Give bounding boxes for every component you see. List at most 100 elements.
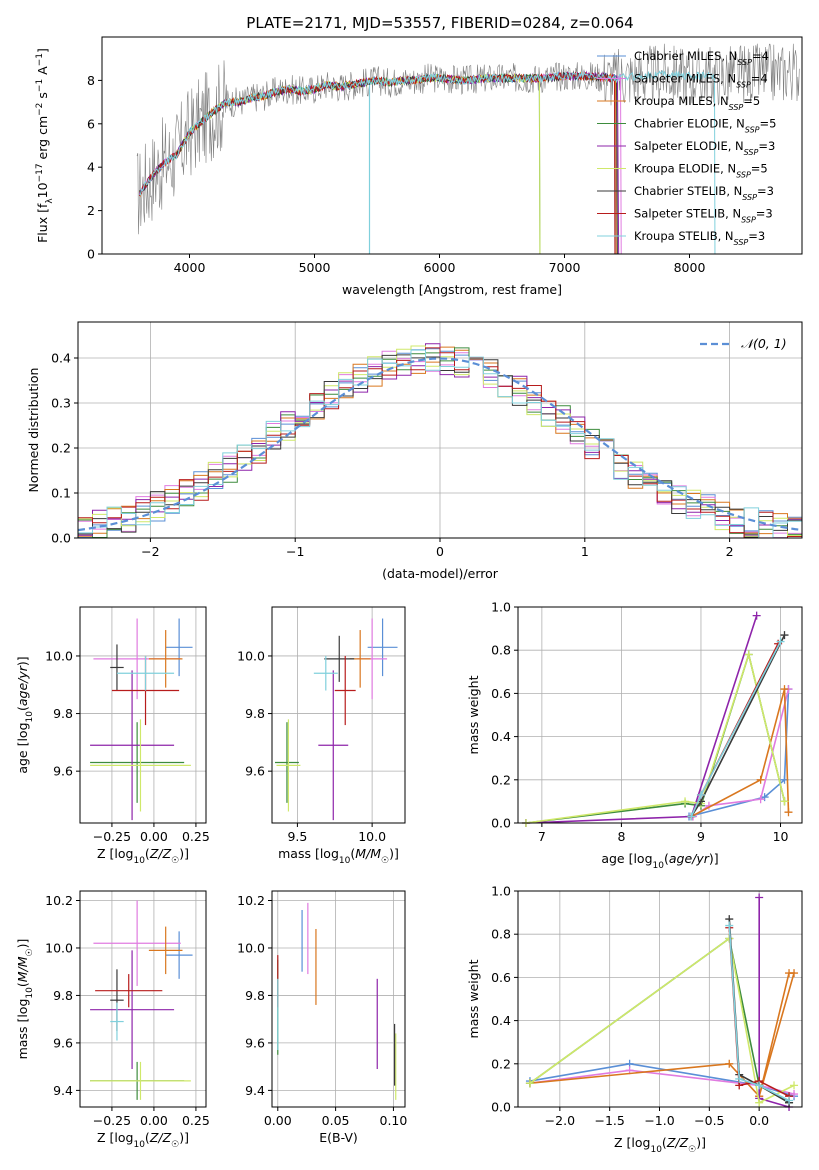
weight-marker-kroupa_miles — [790, 969, 799, 978]
x-axis-label: wavelength [Angstrom, rest frame] — [342, 282, 562, 297]
y-tick-label: 0.0 — [491, 1100, 511, 1115]
histogram-kroupa_stelib — [78, 349, 802, 538]
y-axis-label: Normed distribution — [26, 368, 41, 493]
x-tick-label: 6000 — [424, 260, 456, 275]
x-tick-label: −0.25 — [93, 1113, 131, 1128]
weight-marker-kroupa_stelib — [785, 1096, 794, 1105]
histogram-chabrier_stelib — [78, 354, 802, 538]
weight-marker-salpeter_miles — [790, 1090, 799, 1099]
weight-marker-kroupa_elodie — [790, 1081, 799, 1090]
residual-plot-area — [78, 343, 802, 538]
x-tick-label: 0 — [436, 544, 444, 559]
y-tick-label: 0 — [87, 247, 95, 262]
legend-label-chabrier_elodie: Chabrier ELODIE, NSSP=5 — [634, 117, 776, 135]
x-tick-label: −0.5 — [694, 1113, 724, 1128]
legend-label-salpeter_elodie: Salpeter ELODIE, NSSP=3 — [634, 139, 775, 157]
y-tick-label: 9.6 — [245, 764, 265, 779]
y-tick-label: 9.6 — [53, 764, 73, 779]
y-tick-label: 1.0 — [491, 884, 511, 899]
y-tick-label: 0.2 — [491, 772, 511, 787]
weight-marker-kroupa_stelib — [696, 790, 705, 799]
x-tick-label: 0.00 — [140, 1113, 168, 1128]
weight-marker-kroupa_elodie — [755, 1098, 764, 1107]
legend-label-kroupa_stelib: Kroupa STELIB, NSSP=3 — [634, 229, 765, 247]
weight-marker-kroupa_stelib — [735, 1074, 744, 1083]
y-tick-label: 9.6 — [245, 1035, 265, 1050]
weight-marker-kroupa_elodie — [525, 1079, 534, 1088]
axes-frame — [79, 890, 207, 1108]
legend-label-kroupa_elodie: Kroupa ELODIE, NSSP=5 — [634, 162, 768, 180]
weight-marker-kroupa_stelib — [725, 921, 734, 930]
y-tick-label: 0.1 — [51, 486, 71, 501]
y-tick-label: 2 — [87, 203, 95, 218]
x-tick-label: −2 — [141, 544, 159, 559]
x-tick-label: −2.0 — [545, 1113, 575, 1128]
y-tick-label: 0.8 — [491, 927, 511, 942]
legend-label-chabrier_stelib: Chabrier STELIB, NSSP=3 — [634, 184, 774, 202]
data-spectrum-line — [136, 43, 800, 235]
x-tick-label: 7 — [538, 829, 546, 844]
y-tick-label: 0.2 — [51, 441, 71, 456]
y-tick-label: 9.8 — [245, 988, 265, 1003]
axes-frame — [271, 890, 406, 1108]
model-spectrum-kroupa_stelib — [139, 70, 716, 254]
weight-line-kroupa_miles — [529, 972, 796, 1098]
y-tick-label: 0.2 — [491, 1056, 511, 1071]
weight-marker-kroupa_elodie — [780, 797, 789, 806]
x-tick-label: −1.0 — [644, 1113, 674, 1128]
y-axis-label: Flux [fλ10−17 erg cm−2 s−1 A−1] — [35, 48, 55, 243]
y-tick-label: 0.6 — [491, 970, 511, 985]
legend-label-chabrier_miles: Chabrier MILES, NSSP=4 — [634, 49, 769, 67]
y-tick-label: 8 — [87, 73, 95, 88]
x-axis-label: E(B-V) — [319, 1130, 358, 1145]
x-tick-label: 0.00 — [264, 1113, 292, 1128]
legend-label-normal: 𝒩(0, 1) — [741, 336, 787, 351]
weight-marker-salpeter_miles — [756, 795, 765, 804]
weight-marker-salpeter_elodie — [755, 893, 764, 902]
x-axis-label: (data-model)/error — [382, 566, 499, 581]
axes-frame — [517, 606, 803, 824]
y-tick-label: 9.4 — [53, 1083, 73, 1098]
y-tick-label: 9.6 — [53, 1035, 73, 1050]
mass-vs-ebv-panel: 0.00 0.05 0.10 9.4 9.6 9.8 10.0 10.2 E(B-V) — [237, 890, 408, 1145]
weight-marker-kroupa_miles — [725, 1059, 734, 1068]
y-tick-label: 10.2 — [45, 893, 73, 908]
y-tick-label: 0.6 — [491, 686, 511, 701]
weight-marker-kroupa_miles — [756, 775, 765, 784]
x-tick-label: 4000 — [174, 260, 206, 275]
x-tick-label: 8 — [617, 829, 625, 844]
weight-line-kroupa_stelib — [728, 925, 790, 1102]
normal-curve-line — [78, 357, 802, 532]
y-tick-label: 9.4 — [245, 1083, 265, 1098]
x-tick-label: 10.0 — [358, 829, 386, 844]
weight-marker-kroupa_elodie — [681, 797, 690, 806]
spectrum-plot-area — [136, 43, 800, 254]
x-tick-label: 10 — [773, 829, 789, 844]
axes-frame — [271, 606, 406, 824]
x-tick-label: 0.0 — [749, 1113, 769, 1128]
spectrum-panel: 4000 5000 6000 7000 8000 0 2 4 6 8 wavelength [Ang… — [35, 36, 803, 297]
y-tick-label: 10.0 — [45, 648, 73, 663]
y-tick-label: 10.0 — [237, 940, 265, 955]
x-tick-label: 0.05 — [322, 1113, 350, 1128]
x-tick-label: 0.25 — [182, 829, 210, 844]
figure-title: PLATE=2171, MJD=53557, FIBERID=0284, z=0… — [246, 14, 633, 32]
x-tick-label: 9.5 — [287, 829, 307, 844]
x-tick-label: 8000 — [674, 260, 706, 275]
weight-marker-kroupa_miles — [780, 685, 789, 694]
y-tick-label: 9.8 — [53, 706, 73, 721]
y-tick-label: 6 — [87, 116, 95, 131]
weight-marker-kroupa_miles — [784, 808, 793, 817]
x-tick-label: 9 — [697, 829, 705, 844]
weight-marker-chabrier_stelib — [780, 631, 789, 640]
model-spectrum-salpeter_stelib — [139, 71, 616, 254]
x-tick-label: −0.25 — [93, 829, 131, 844]
x-tick-label: 5000 — [299, 260, 331, 275]
x-tick-label: 0.10 — [380, 1113, 408, 1128]
y-tick-label: 4 — [87, 160, 95, 175]
weight-marker-kroupa_stelib — [776, 637, 785, 646]
weight-line-kroupa_miles — [691, 688, 790, 818]
